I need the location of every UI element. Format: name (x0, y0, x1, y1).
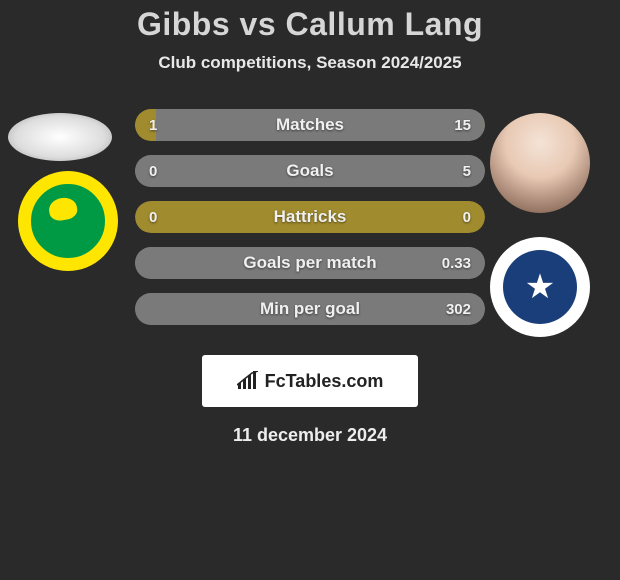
stat-value-right: 302 (446, 293, 471, 325)
stat-row: Min per goal302 (135, 293, 485, 325)
stat-value-right: 0.33 (442, 247, 471, 279)
chart-icon (237, 371, 259, 391)
stat-label: Min per goal (135, 293, 485, 325)
date-label: 11 december 2024 (0, 425, 620, 446)
stat-value-right: 5 (463, 155, 471, 187)
stat-bars: 1Matches150Goals50Hattricks0Goals per ma… (135, 109, 485, 339)
stat-row: 0Goals5 (135, 155, 485, 187)
comparison-area: 1Matches150Goals50Hattricks0Goals per ma… (0, 109, 620, 349)
page-subtitle: Club competitions, Season 2024/2025 (0, 53, 620, 73)
player2-club-badge (490, 237, 590, 337)
stat-row: 1Matches15 (135, 109, 485, 141)
stat-label: Goals per match (135, 247, 485, 279)
brand-box: FcTables.com (202, 355, 418, 407)
page-title: Gibbs vs Callum Lang (0, 6, 620, 43)
stat-row: Goals per match0.33 (135, 247, 485, 279)
stat-label: Matches (135, 109, 485, 141)
stat-value-right: 15 (454, 109, 471, 141)
player1-club-badge (18, 171, 118, 271)
stat-label: Hattricks (135, 201, 485, 233)
stat-label: Goals (135, 155, 485, 187)
player2-avatar (490, 113, 590, 213)
stat-value-right: 0 (463, 201, 471, 233)
player1-avatar (8, 113, 112, 161)
brand-label: FcTables.com (265, 371, 384, 392)
stat-row: 0Hattricks0 (135, 201, 485, 233)
